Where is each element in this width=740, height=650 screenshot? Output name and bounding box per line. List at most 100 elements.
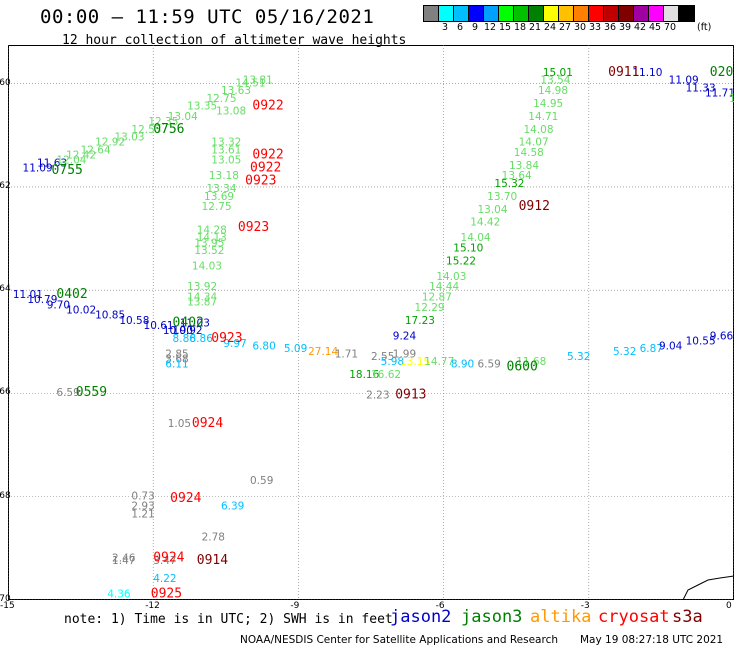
pass-time-label: 0922 bbox=[252, 148, 283, 163]
latitude-tick-label: -70 bbox=[0, 594, 11, 604]
wave-height-label: 13.81 bbox=[243, 75, 273, 87]
wave-height-label: 2.23 bbox=[366, 390, 389, 402]
wave-height-label: 13.18 bbox=[209, 170, 239, 182]
colorbar-tick-label: 12 bbox=[483, 22, 497, 33]
wave-height-label: 9.70 bbox=[47, 299, 70, 311]
wave-height-label: 10.90 bbox=[163, 325, 193, 337]
wave-height-label: 6.87 bbox=[640, 343, 663, 355]
wave-height-label: 13.61 bbox=[211, 144, 241, 156]
wave-height-label: 13.63 bbox=[221, 85, 251, 97]
units-note: note: 1) Time is in UTC; 2) SWH is in fe… bbox=[64, 612, 393, 627]
pass-time-label: 0756 bbox=[153, 122, 184, 137]
colorbar-swatch bbox=[499, 6, 514, 21]
colorbar-tick-label: 18 bbox=[513, 22, 527, 33]
colorbar-tick-label: 9 bbox=[471, 22, 479, 33]
pass-time-label: 0923 bbox=[238, 220, 269, 235]
page-subtitle: 12 hour collection of altimeter wave hei… bbox=[62, 33, 407, 48]
wave-height-label: 6.59 bbox=[56, 387, 79, 399]
wave-height-label: 12.75 bbox=[206, 93, 236, 105]
wave-height-label: 12.87 bbox=[422, 292, 452, 304]
wave-height-label: 13.32 bbox=[211, 137, 241, 149]
legend-item-jason3: jason3 bbox=[461, 607, 523, 627]
wave-height-label: 8.86 bbox=[173, 333, 197, 345]
wave-height-label: 3.47 bbox=[153, 555, 176, 567]
wave-height-label: 13.08 bbox=[216, 106, 246, 118]
legend-item-cryosat: cryosat bbox=[598, 607, 670, 627]
wave-height-label: 10.55 bbox=[686, 335, 716, 347]
wave-height-label: 13.92 bbox=[187, 281, 217, 293]
wave-height-label: 14.04 bbox=[461, 232, 491, 244]
wave-height-label: 11.09 bbox=[23, 162, 53, 174]
wave-height-label: 13.84 bbox=[509, 160, 539, 172]
legend-item-s3a: s3a bbox=[672, 607, 703, 627]
wave-height-label: 2.55 bbox=[371, 351, 394, 363]
wave-height-label: 2.78 bbox=[202, 532, 225, 544]
wave-height-label: 14.51 bbox=[235, 77, 265, 89]
pass-time-label: 0922 bbox=[252, 99, 283, 114]
wave-height-label: 12.35 bbox=[148, 116, 178, 128]
colorbar-tick-label: 15 bbox=[498, 22, 512, 33]
pass-time-label: 0922 bbox=[250, 160, 281, 175]
wave-height-label: 2.93 bbox=[131, 501, 154, 513]
wave-height-label: 11.09 bbox=[669, 75, 699, 87]
wave-height-label: 10.92 bbox=[173, 325, 203, 337]
colorbar-tick-label: 27 bbox=[558, 22, 572, 33]
wave-height-label: 2.46 bbox=[112, 552, 136, 564]
colorbar-tick-label: 24 bbox=[543, 22, 557, 33]
colorbar-tick-label: 42 bbox=[633, 22, 647, 33]
wave-height-label: 12.29 bbox=[415, 302, 445, 314]
colorbar-swatch bbox=[469, 6, 484, 21]
wave-height-label: 13.15 bbox=[400, 356, 430, 368]
wave-height-label: 15.01 bbox=[543, 67, 573, 79]
wave-height-label: 13.03 bbox=[114, 132, 144, 144]
wave-height-label: 12.04 bbox=[56, 155, 86, 167]
colorbar-tick-label: 33 bbox=[588, 22, 602, 33]
wave-height-label: 1.21 bbox=[131, 508, 154, 520]
wave-height-label: 11.71 bbox=[705, 88, 734, 100]
wave-height-label: 9.66 bbox=[710, 330, 734, 342]
wave-height-label: 12.6 bbox=[729, 93, 734, 105]
wave-height-label: 11.01 bbox=[13, 289, 43, 301]
wave-height-label: 1.47 bbox=[112, 555, 135, 567]
wave-height-label: 12.53 bbox=[131, 124, 161, 136]
pass-time-label: 0402 bbox=[56, 287, 87, 302]
wave-height-label: 13.54 bbox=[540, 75, 570, 87]
wave-height-label: 1.05 bbox=[168, 418, 191, 430]
wave-height-label: 14.07 bbox=[519, 137, 549, 149]
wave-height-label: 15.32 bbox=[494, 178, 524, 190]
pass-time-label: 0914 bbox=[197, 553, 228, 568]
pass-time-label: 0207 bbox=[710, 65, 734, 80]
wave-height-label: 11.10 bbox=[632, 67, 662, 79]
map-plot-area: 11.09 11.63 12.04 12.42 12.64 12.92 13.03 12.53… bbox=[8, 45, 734, 600]
wave-height-label: 4.36 bbox=[107, 588, 131, 600]
latitude-tick-label: -66 bbox=[0, 387, 11, 398]
wave-height-label: 2.85 bbox=[165, 348, 188, 360]
wave-height-label: 13.64 bbox=[502, 170, 532, 182]
wave-height-label: 1.71 bbox=[335, 348, 358, 360]
colorbar-swatch bbox=[544, 6, 559, 21]
latitude-tick-label: -62 bbox=[0, 180, 11, 191]
colorbar-swatch bbox=[619, 6, 634, 21]
pass-time-label: 0600 bbox=[507, 359, 538, 374]
longitude-tick-label: -6 bbox=[435, 601, 445, 611]
wave-height-label: 14.03 bbox=[436, 271, 466, 283]
wave-height-label: 14.34 bbox=[187, 292, 217, 304]
coastline bbox=[682, 575, 734, 600]
wave-height-label: 5.98 bbox=[381, 356, 404, 368]
wave-height-label: 15.22 bbox=[446, 255, 476, 267]
colorbar-swatch bbox=[589, 6, 604, 21]
wave-height-label: 13.95 bbox=[194, 237, 224, 249]
colorbar-unit-label: (ft) bbox=[697, 22, 712, 33]
wave-height-label: 13.52 bbox=[194, 245, 224, 257]
colorbar-swatch bbox=[649, 6, 664, 21]
colorbar-tick-label: 36 bbox=[603, 22, 617, 33]
wave-height-label: 13.70 bbox=[487, 191, 517, 203]
wave-height-label: 11.63 bbox=[37, 157, 67, 169]
wave-height-label: 5.09 bbox=[284, 343, 307, 355]
colorbar-swatch bbox=[514, 6, 529, 21]
colorbar-tick-label: 6 bbox=[456, 22, 464, 33]
wave-height-label: 14.71 bbox=[528, 111, 558, 123]
wave-height-label: 10.58 bbox=[119, 315, 149, 327]
longitude-tick-label: -9 bbox=[290, 601, 300, 611]
